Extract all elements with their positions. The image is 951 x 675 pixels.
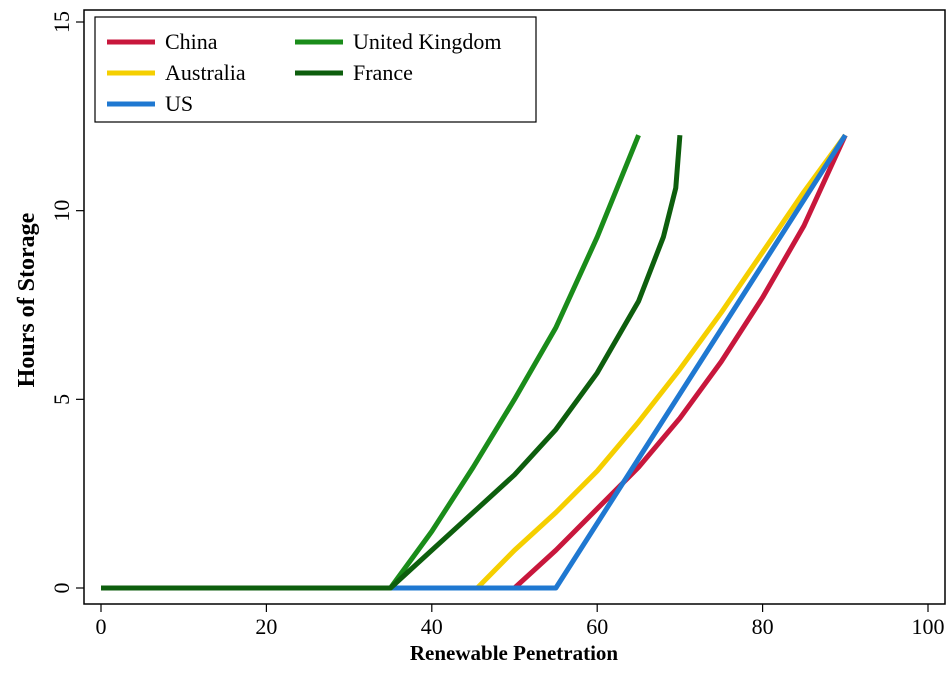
y-tick-label: 10 xyxy=(49,200,74,222)
x-tick-label: 80 xyxy=(752,614,774,639)
series-line xyxy=(101,134,848,591)
x-axis-title: Renewable Penetration xyxy=(410,641,619,665)
legend-label: United Kingdom xyxy=(353,29,502,54)
series-line xyxy=(101,135,683,591)
legend-box xyxy=(94,16,537,123)
y-tick-label: 15 xyxy=(49,11,74,33)
x-tick-label: 40 xyxy=(421,614,443,639)
legend-label: Australia xyxy=(165,60,246,85)
series-line xyxy=(101,133,848,591)
x-tick-label: 60 xyxy=(586,614,608,639)
y-tick-label: 5 xyxy=(49,394,74,405)
series-line xyxy=(101,133,848,591)
x-tick-label: 0 xyxy=(96,614,107,639)
y-axis-title: Hours of Storage xyxy=(14,212,40,387)
legend-label: China xyxy=(165,29,218,54)
x-tick-label: 20 xyxy=(255,614,277,639)
x-tick-label: 100 xyxy=(912,614,945,639)
y-tick-label: 0 xyxy=(49,583,74,594)
series-line xyxy=(101,134,641,591)
legend-label: US xyxy=(165,91,193,116)
legend-label: France xyxy=(353,60,413,85)
plot-frame xyxy=(83,9,946,605)
